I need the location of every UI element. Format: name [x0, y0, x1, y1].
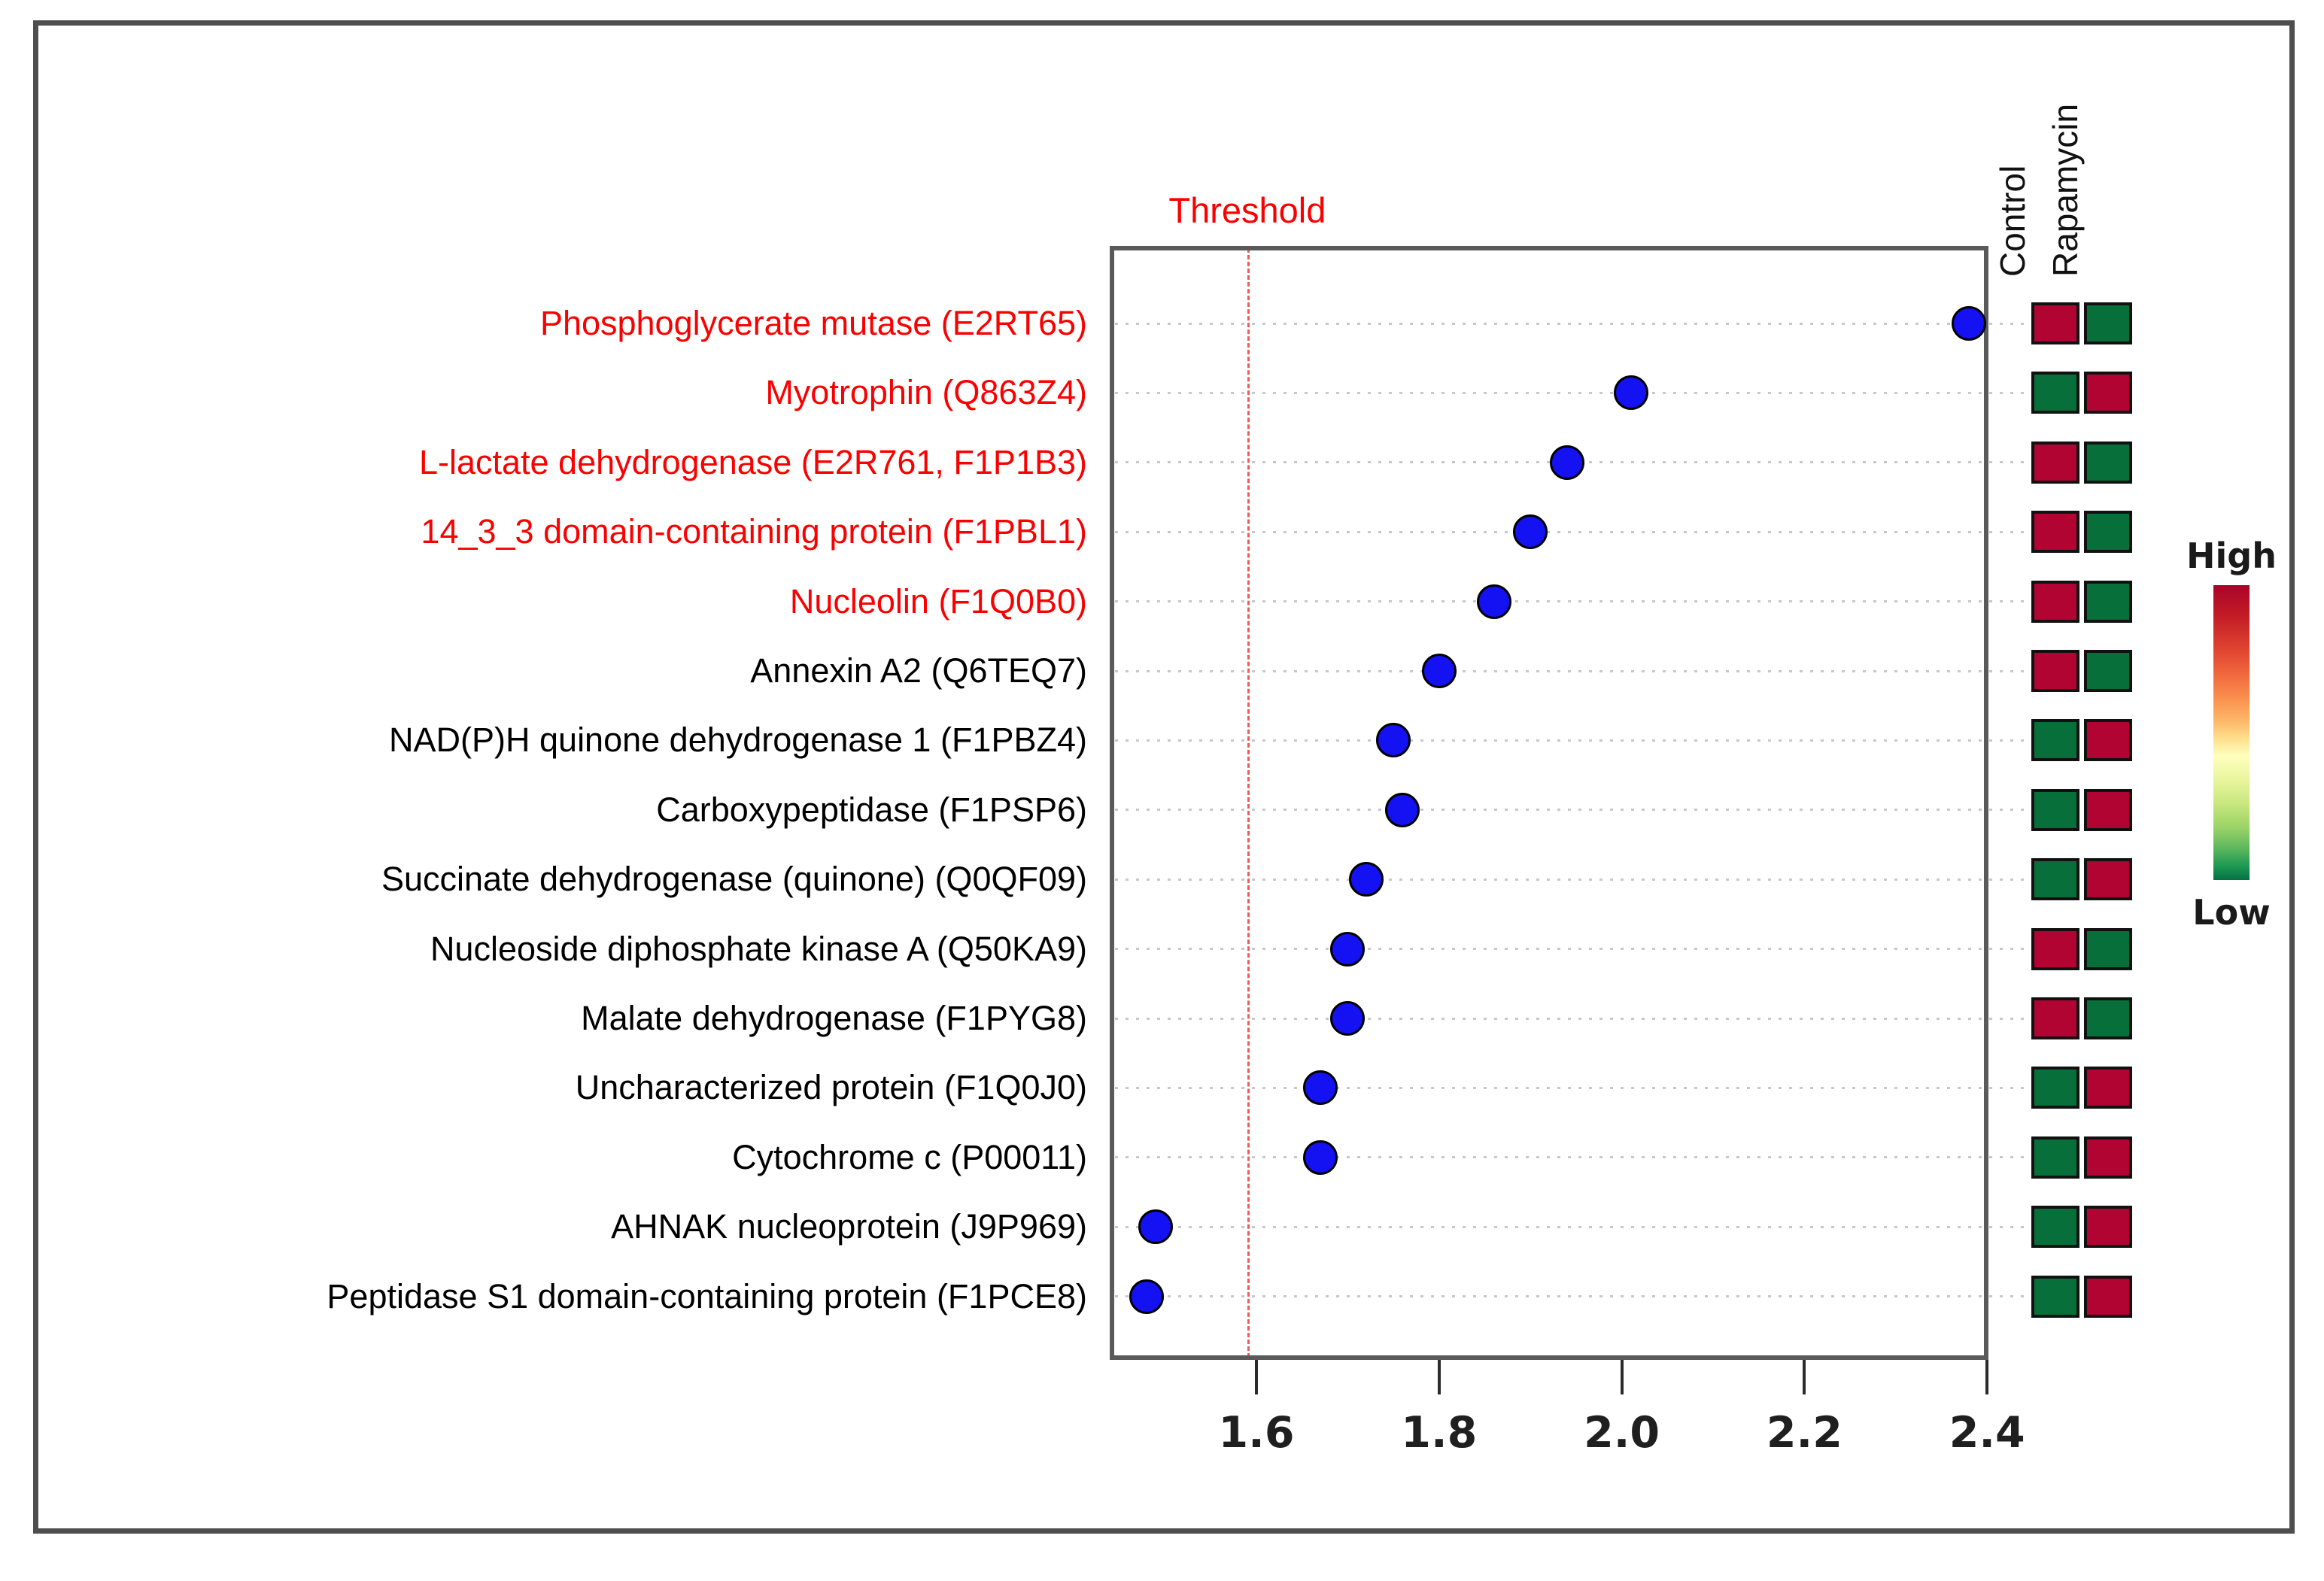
data-point-dot — [1549, 445, 1584, 480]
figure-border — [33, 20, 2295, 1534]
protein-label: AHNAK nucleoprotein (J9P969) — [611, 1207, 1087, 1246]
row-gridline — [1115, 1295, 2030, 1298]
x-tick-mark — [1620, 1360, 1624, 1394]
data-point-dot — [1613, 375, 1648, 411]
plot-box — [1110, 246, 1988, 1360]
rapamycin-heat-square — [2084, 372, 2132, 414]
data-point-dot — [1302, 1139, 1338, 1175]
control-heat-square — [2031, 511, 2079, 554]
protein-label: Myotrophin (Q863Z4) — [765, 373, 1087, 412]
legend-high-label: High — [2186, 536, 2277, 576]
x-tick-label: 2.2 — [1766, 1408, 1842, 1458]
heatmap-column-label-rapamycin: Rapamycin — [2046, 103, 2085, 277]
rapamycin-heat-square — [2084, 927, 2132, 970]
rapamycin-heat-square — [2084, 1206, 2132, 1249]
control-heat-square — [2031, 441, 2079, 484]
control-heat-square — [2031, 927, 2079, 970]
protein-label: Carboxypeptidase (F1PSP6) — [656, 790, 1087, 829]
control-heat-square — [2031, 788, 2079, 831]
protein-label: NAD(P)H quinone dehydrogenase 1 (F1PBZ4) — [389, 721, 1087, 760]
data-point-dot — [1302, 1070, 1338, 1106]
x-tick-label: 2.0 — [1584, 1408, 1660, 1458]
rapamycin-heat-square — [2084, 441, 2132, 484]
control-heat-square — [2031, 1067, 2079, 1109]
x-tick-label: 2.4 — [1949, 1408, 2025, 1458]
x-tick-mark — [1985, 1360, 1989, 1394]
rapamycin-heat-square — [2084, 650, 2132, 692]
protein-label: Cytochrome c (P00011) — [732, 1137, 1087, 1176]
data-point-dot — [1330, 1001, 1366, 1036]
data-point-dot — [1129, 1279, 1165, 1314]
protein-label: Nucleolin (F1Q0B0) — [789, 581, 1087, 621]
row-gridline — [1115, 948, 2030, 951]
control-heat-square — [2031, 858, 2079, 901]
control-heat-square — [2031, 1275, 2079, 1318]
protein-label: Annexin A2 (Q6TEQ7) — [750, 651, 1087, 690]
rapamycin-heat-square — [2084, 511, 2132, 554]
control-heat-square — [2031, 302, 2079, 344]
data-point-dot — [1385, 792, 1420, 827]
row-gridline — [1115, 1017, 2030, 1020]
rapamycin-heat-square — [2084, 580, 2132, 623]
threshold-title: Threshold — [1168, 190, 1326, 230]
x-tick-label: 1.8 — [1401, 1408, 1478, 1458]
protein-label: Succinate dehydrogenase (quinone) (Q0QF0… — [381, 860, 1087, 899]
rapamycin-heat-square — [2084, 1136, 2132, 1179]
protein-label: L-lactate dehydrogenase (E2R761, F1P1B3) — [418, 442, 1087, 481]
row-gridline — [1115, 809, 2030, 812]
control-heat-square — [2031, 1136, 2079, 1179]
row-gridline — [1115, 878, 2030, 881]
rapamycin-heat-square — [2084, 858, 2132, 901]
data-point-dot — [1513, 514, 1548, 550]
x-tick-mark — [1255, 1360, 1258, 1394]
protein-label: Malate dehydrogenase (F1PYG8) — [581, 999, 1087, 1037]
row-gridline — [1115, 1086, 2030, 1089]
data-point-dot — [1951, 306, 1986, 341]
x-tick-label: 1.6 — [1218, 1408, 1295, 1458]
legend-gradient-bar — [2213, 585, 2250, 880]
row-gridline — [1115, 600, 2030, 603]
control-heat-square — [2031, 997, 2079, 1039]
rapamycin-heat-square — [2084, 719, 2132, 762]
x-tick-mark — [1437, 1360, 1441, 1394]
rapamycin-heat-square — [2084, 997, 2132, 1039]
row-gridline — [1115, 1225, 2030, 1228]
row-gridline — [1115, 739, 2030, 742]
row-gridline — [1115, 1156, 2030, 1159]
row-gridline — [1115, 391, 2030, 394]
control-heat-square — [2031, 580, 2079, 623]
row-gridline — [1115, 530, 2030, 533]
data-point-dot — [1376, 723, 1411, 758]
protein-label: 14_3_3 domain-containing protein (F1PBL1… — [421, 512, 1087, 551]
legend-low-label: Low — [2192, 892, 2271, 933]
protein-label: Uncharacterized protein (F1Q0J0) — [575, 1068, 1087, 1107]
control-heat-square — [2031, 372, 2079, 414]
protein-label: Phosphoglycerate mutase (E2RT65) — [539, 304, 1087, 342]
rapamycin-heat-square — [2084, 302, 2132, 344]
heatmap-column-label-control: Control — [1993, 165, 2032, 277]
data-point-dot — [1348, 862, 1384, 897]
x-tick-mark — [1803, 1360, 1806, 1394]
protein-label: Peptidase S1 domain-containing protein (… — [327, 1276, 1087, 1315]
control-heat-square — [2031, 650, 2079, 692]
data-point-dot — [1330, 931, 1366, 967]
data-point-dot — [1138, 1209, 1174, 1245]
protein-label: Nucleoside diphosphate kinase A (Q50KA9) — [430, 929, 1087, 968]
control-heat-square — [2031, 719, 2079, 762]
data-point-dot — [1421, 654, 1457, 688]
data-point-dot — [1476, 584, 1511, 619]
row-gridline — [1115, 322, 2030, 325]
row-gridline — [1115, 669, 2030, 672]
rapamycin-heat-square — [2084, 788, 2132, 831]
control-heat-square — [2031, 1206, 2079, 1249]
threshold-line — [1247, 248, 1250, 1358]
rapamycin-heat-square — [2084, 1275, 2132, 1318]
rapamycin-heat-square — [2084, 1067, 2132, 1109]
